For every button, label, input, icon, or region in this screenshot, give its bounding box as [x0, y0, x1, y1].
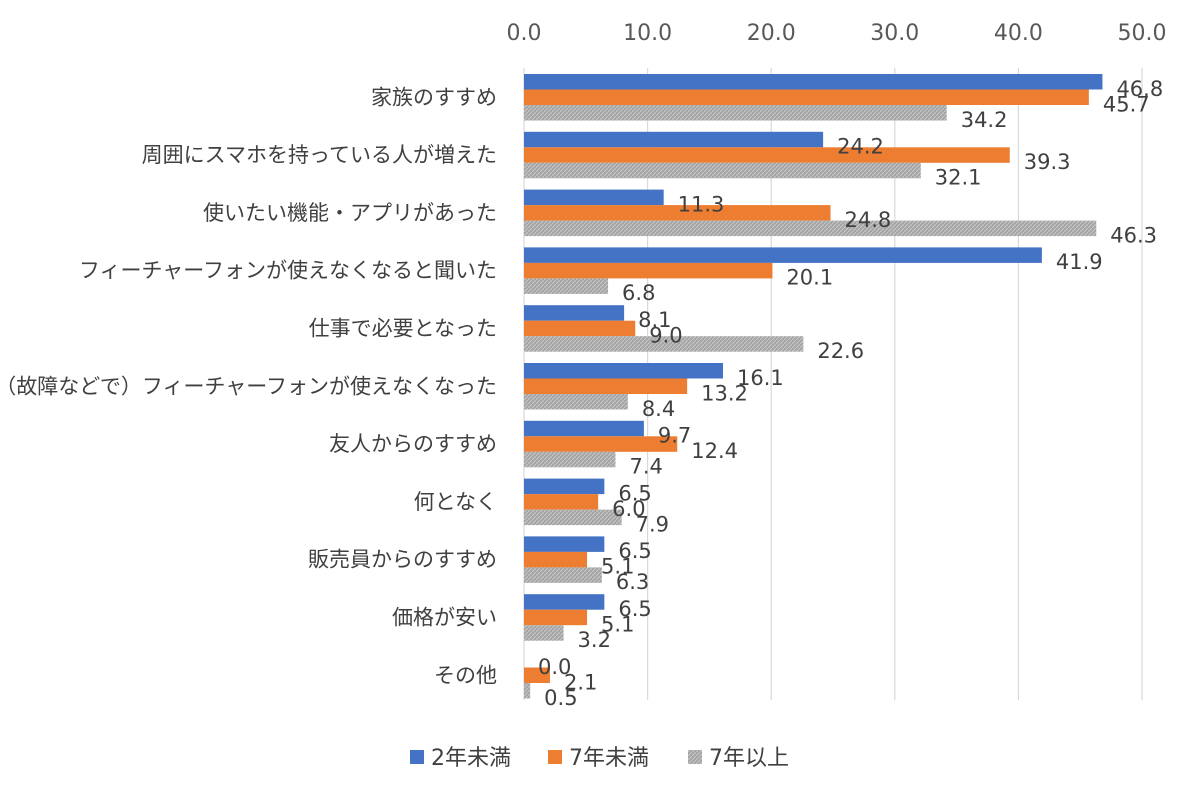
- data-label: 6.5: [618, 539, 651, 563]
- bar: [524, 105, 947, 121]
- legend-swatch: [548, 750, 562, 764]
- bar: [524, 74, 1103, 90]
- category-label: 販売員からのすすめ: [308, 548, 497, 572]
- data-label: 24.2: [837, 135, 884, 159]
- data-label: 16.1: [737, 366, 784, 390]
- data-label: 0.5: [544, 686, 577, 710]
- x-axis-ticks: 0.0 10.0 20.0 30.0 40.0 50.0: [507, 21, 1167, 46]
- x-tick-label: 30.0: [870, 21, 919, 46]
- bar: [524, 551, 588, 568]
- legend-label: 2年未満: [431, 746, 511, 771]
- bar: [524, 363, 723, 379]
- bar: [524, 567, 602, 583]
- bar: [524, 378, 688, 394]
- data-label: 5.1: [601, 555, 634, 579]
- category-label: フィーチャーフォンが使えなくなると聞いた: [79, 259, 497, 283]
- legend-label: 7年未満: [569, 746, 649, 771]
- bars: [524, 74, 1103, 699]
- data-label: 41.9: [1056, 250, 1103, 274]
- bar: [524, 131, 824, 148]
- bar: [524, 262, 773, 279]
- data-label: 6.3: [616, 570, 649, 594]
- data-label: 6.5: [618, 481, 651, 505]
- x-tick-label: 40.0: [994, 21, 1043, 46]
- bar: [524, 451, 616, 468]
- bar: [524, 147, 1010, 163]
- category-label: 使いたい機能・アプリがあった: [203, 201, 497, 225]
- x-tick-label: 0.0: [507, 21, 542, 46]
- data-label: 9.7: [658, 424, 691, 448]
- x-tick-label: 10.0: [623, 21, 672, 46]
- legend-label: 7年以上: [709, 746, 789, 771]
- data-label: 22.6: [817, 339, 864, 363]
- category-label: 周囲にスマホを持っている人が増えた: [142, 143, 497, 167]
- x-tick-label: 50.0: [1118, 21, 1167, 46]
- bar: [524, 205, 831, 221]
- data-label: 11.3: [678, 192, 725, 216]
- legend: 2年未満 7年未満 7年以上: [410, 746, 789, 771]
- category-label: 仕事で必要となった: [309, 316, 497, 340]
- bar: [524, 594, 605, 610]
- data-label: 13.2: [701, 381, 748, 405]
- bar: [524, 220, 1097, 237]
- category-label: 友人からのすすめ: [329, 432, 497, 456]
- bar: [524, 394, 628, 410]
- data-label: 12.4: [691, 439, 738, 463]
- data-label: 8.4: [642, 397, 675, 421]
- bar: [524, 247, 1042, 263]
- data-label: 7.9: [636, 512, 669, 536]
- bar: [524, 683, 531, 699]
- bar: [524, 189, 664, 206]
- bar: [524, 536, 605, 552]
- bar: [524, 609, 588, 626]
- legend-swatch: [688, 750, 702, 764]
- bar: [524, 478, 605, 495]
- data-label: 24.8: [845, 208, 892, 232]
- data-labels: 46.845.7 34.2 24.2 39.3 32.1 11.3 24.8 46.3 41.9…: [538, 77, 1163, 710]
- data-label: 32.1: [935, 166, 982, 190]
- bar: [524, 494, 599, 510]
- data-label: 6.0: [612, 497, 645, 521]
- data-label: 34.2: [961, 108, 1008, 132]
- category-label: （故障などで）フィーチャーフォンが使えなくなった: [0, 374, 497, 398]
- bar: [524, 436, 678, 452]
- bar: [524, 320, 636, 337]
- data-label: 46.3: [1110, 223, 1157, 247]
- data-label: 6.5: [618, 597, 651, 621]
- category-label: 価格が安い: [392, 605, 497, 629]
- data-label: 7.4: [629, 455, 662, 479]
- bar: [524, 509, 622, 526]
- category-labels: 家族のすすめ周囲にスマホを持っている人が増えた使いたい機能・アプリがあったフィー…: [0, 85, 497, 687]
- x-tick-label: 20.0: [747, 21, 796, 46]
- bar: [524, 336, 804, 352]
- bar: [524, 89, 1089, 105]
- data-label: 20.1: [786, 266, 833, 290]
- category-label: 何となく: [414, 490, 497, 514]
- legend-swatch: [410, 750, 424, 764]
- data-label: 0.0: [538, 655, 571, 679]
- data-label: 8.1: [638, 308, 671, 332]
- category-label: その他: [434, 663, 497, 687]
- data-label: 9.0: [649, 323, 682, 347]
- bar: [524, 305, 625, 321]
- data-label: 6.8: [622, 281, 655, 305]
- data-label: 39.3: [1024, 150, 1071, 174]
- bar: [524, 667, 550, 683]
- category-label: 家族のすすめ: [371, 85, 497, 109]
- data-label: 46.8: [1116, 77, 1163, 101]
- data-label: 5.1: [601, 612, 634, 636]
- bar: [524, 162, 921, 179]
- data-label: 3.2: [578, 628, 611, 652]
- data-label: 2.1: [564, 670, 597, 694]
- bar: [524, 420, 644, 437]
- bar: [524, 278, 609, 294]
- data-label: 45.7: [1103, 92, 1150, 116]
- bar: [524, 625, 564, 641]
